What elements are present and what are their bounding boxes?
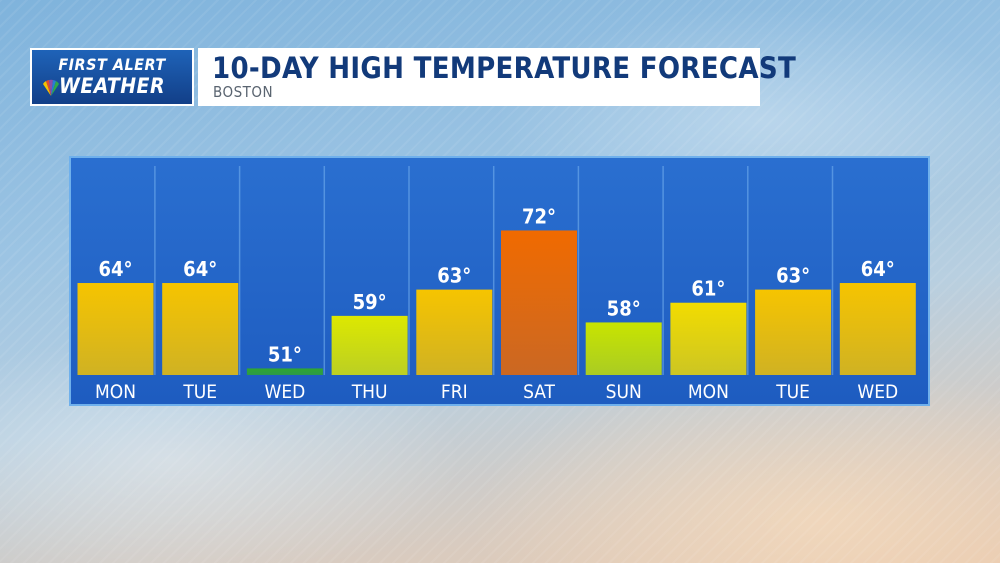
forecast-chart-panel: 64° MON 64° TUE 51° WED 59° THU 63° FRI 72° SAT 58° S… — [69, 156, 930, 406]
value-label: 64° — [183, 257, 217, 281]
day-label: FRI — [441, 381, 468, 403]
value-label: 58° — [607, 296, 641, 320]
day-label: MON — [688, 381, 729, 403]
day-label: SUN — [606, 381, 642, 403]
day-label: WED — [264, 381, 305, 403]
forecast-bar-chart: 64° MON 64° TUE 51° WED 59° THU 63° FRI 72° SAT 58° S… — [77, 166, 916, 403]
first-alert-weather-logo: FIRST ALERT WEATHER — [30, 48, 194, 106]
value-label: 64° — [861, 257, 895, 281]
day-label: WED — [857, 381, 898, 403]
value-label: 51° — [268, 342, 302, 366]
value-label: 61° — [691, 277, 725, 301]
bar-8-mon — [670, 302, 747, 375]
bar-7-sun — [585, 322, 662, 375]
day-label: THU — [351, 381, 388, 403]
bar-5-fri — [416, 289, 493, 375]
peacock-icon — [43, 79, 59, 96]
day-label: SAT — [523, 381, 555, 403]
bar-10-wed — [839, 283, 916, 375]
bar-4-thu — [331, 315, 408, 375]
bar-1-mon — [77, 283, 154, 375]
bar-3-wed — [246, 368, 323, 375]
location-subtitle: BOSTON — [213, 83, 274, 101]
value-label: 72° — [522, 204, 556, 228]
value-label: 63° — [437, 264, 471, 288]
page-title: 10-DAY HIGH TEMPERATURE FORECAST — [212, 51, 797, 85]
bar-9-tue — [755, 289, 832, 375]
bar-6-sat — [501, 230, 577, 375]
value-label: 59° — [353, 290, 387, 314]
day-label: TUE — [182, 381, 217, 403]
day-label: TUE — [775, 381, 810, 403]
logo-line-weather: WEATHER — [58, 74, 166, 98]
logo-line-first-alert: FIRST ALERT — [58, 55, 166, 74]
title-banner: 10-DAY HIGH TEMPERATURE FORECAST BOSTON — [198, 48, 796, 106]
bar-2-tue — [162, 283, 239, 375]
value-label: 64° — [98, 257, 132, 281]
day-label: MON — [95, 381, 136, 403]
value-label: 63° — [776, 264, 810, 288]
